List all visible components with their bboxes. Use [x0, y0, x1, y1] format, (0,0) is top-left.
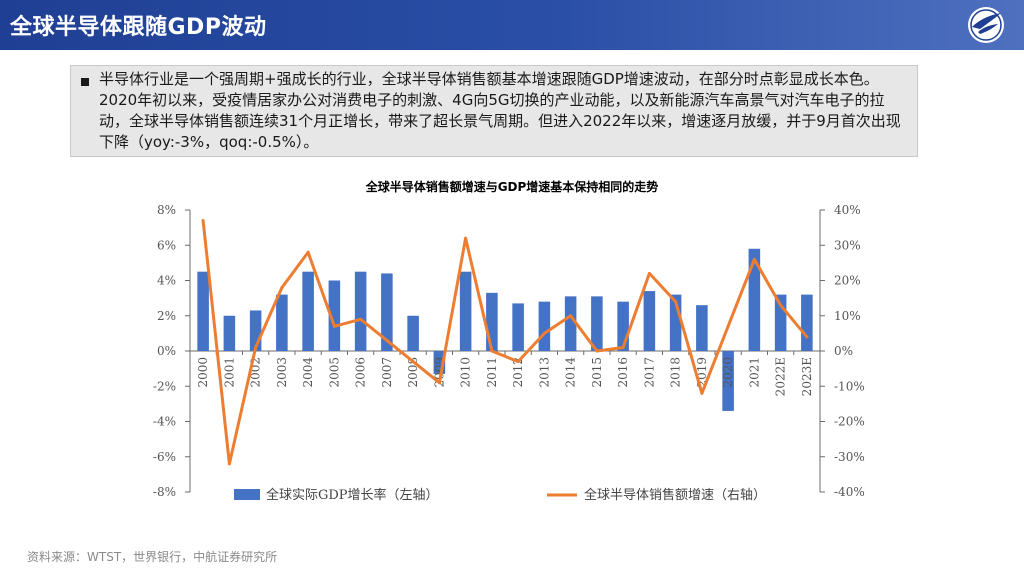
- semiconductor-growth-point: [805, 335, 809, 339]
- x-tick-label: 2003: [275, 357, 289, 388]
- right-tick-label: -30%: [834, 450, 865, 464]
- semiconductor-growth-point: [227, 462, 231, 466]
- right-tick-label: -10%: [834, 379, 865, 393]
- chart-title: 全球半导体销售额增速与GDP增速基本保持相同的走势: [365, 180, 659, 194]
- left-tick-label: -4%: [153, 415, 176, 429]
- semiconductor-growth-point: [647, 271, 651, 275]
- x-tick-label: 2006: [354, 357, 368, 388]
- semiconductor-growth-point: [306, 250, 310, 254]
- gdp-bar: [328, 280, 341, 351]
- gdp-bar: [276, 294, 288, 351]
- semiconductor-growth-point: [201, 219, 205, 223]
- x-tick-label: 2004: [301, 357, 315, 388]
- x-tick-label: 2016: [616, 357, 630, 388]
- x-tick-label: 2007: [380, 357, 394, 388]
- x-tick-label: 2015: [590, 357, 604, 388]
- right-tick-label: 40%: [834, 203, 861, 217]
- semiconductor-growth-point: [490, 349, 494, 353]
- company-logo-icon: [968, 7, 1004, 43]
- semiconductor-growth-point: [700, 391, 704, 395]
- right-tick-label: 10%: [834, 309, 861, 323]
- x-tick-label: 2021: [747, 357, 761, 388]
- left-tick-label: 2%: [157, 309, 176, 323]
- x-tick-label: 2022E: [774, 357, 788, 396]
- semiconductor-growth-point: [332, 324, 336, 328]
- semiconductor-growth-point: [411, 360, 415, 364]
- legend-bar-label: 全球实际GDP增长率（左轴）: [266, 487, 439, 503]
- x-tick-label: 2000: [196, 357, 210, 388]
- left-tick-label: 4%: [157, 274, 176, 288]
- right-tick-label: 30%: [834, 238, 861, 252]
- gdp-bar: [748, 248, 761, 351]
- summary-box: 半导体行业是一个强周期+强成长的行业，全球半导体销售额基本增速跟随GDP增速波动…: [70, 65, 918, 157]
- gdp-bar: [801, 294, 813, 351]
- semiconductor-growth-point: [542, 331, 546, 335]
- gdp-bar: [407, 315, 419, 351]
- semiconductor-growth-point: [385, 338, 389, 342]
- gdp-bar: [564, 296, 577, 351]
- page-title: 全球半导体跟随GDP波动: [10, 15, 267, 40]
- gdp-bar: [722, 351, 734, 411]
- right-tick-label: 0%: [834, 344, 853, 358]
- semiconductor-growth-point: [254, 345, 258, 349]
- x-tick-label: 2010: [459, 357, 473, 388]
- semiconductor-growth-point: [359, 317, 363, 321]
- x-tick-label: 2005: [327, 357, 341, 388]
- title-bar: 全球半导体跟随GDP波动: [0, 0, 1024, 50]
- x-tick-label: 2018: [669, 357, 683, 388]
- x-tick-label: 2013: [537, 357, 551, 388]
- semiconductor-growth-point: [569, 314, 573, 318]
- semiconductor-growth-point: [437, 381, 441, 385]
- left-tick-label: -8%: [153, 485, 176, 499]
- x-tick-label: 2001: [222, 357, 236, 388]
- gdp-bar: [486, 292, 498, 351]
- x-tick-label: 2011: [485, 357, 499, 388]
- left-tick-label: -2%: [153, 379, 176, 393]
- gdp-bar: [302, 271, 314, 351]
- bullet-icon: [81, 78, 89, 86]
- right-tick-label: 20%: [834, 274, 861, 288]
- gdp-bar: [381, 273, 393, 351]
- semiconductor-growth-point: [621, 345, 625, 349]
- legend-bar-swatch: [234, 489, 260, 500]
- left-tick-label: -6%: [153, 450, 176, 464]
- semiconductor-growth-point: [595, 349, 599, 353]
- semiconductor-growth-point: [752, 257, 756, 261]
- x-tick-label: 2023E: [800, 357, 814, 396]
- x-tick-label: 2020: [721, 357, 735, 388]
- semiconductor-growth-point: [779, 303, 783, 307]
- gdp-bar: [669, 294, 682, 351]
- left-tick-label: 0%: [157, 344, 176, 358]
- x-tick-label: 2017: [642, 357, 656, 388]
- right-tick-label: -20%: [834, 415, 865, 429]
- x-tick-label: 2014: [564, 357, 578, 388]
- gdp-bar: [249, 310, 262, 351]
- semiconductor-growth-point: [674, 300, 678, 304]
- gdp-bar: [197, 271, 209, 351]
- gdp-bar: [223, 315, 236, 351]
- gdp-bar: [774, 294, 787, 351]
- legend-line-label: 全球半导体销售额增速（右轴）: [584, 487, 766, 503]
- semiconductor-growth-line: [201, 219, 809, 466]
- gdp-bar: [433, 351, 446, 374]
- gdp-bar: [538, 301, 551, 351]
- gdp-bar: [591, 296, 603, 351]
- gdp-bar: [459, 271, 472, 351]
- gdp-bar: [643, 291, 656, 351]
- semiconductor-growth-point: [726, 324, 730, 328]
- gdp-bar: [354, 271, 367, 351]
- semiconductor-growth-point: [516, 360, 520, 364]
- left-tick-label: 6%: [157, 238, 176, 252]
- gdp-bar: [617, 301, 629, 351]
- summary-text: 半导体行业是一个强周期+强成长的行业，全球半导体销售额基本增速跟随GDP增速波动…: [99, 70, 901, 151]
- source-note: 资料来源：WTST，世界银行，中航证券研究所: [27, 550, 278, 564]
- x-tick-label: 2012: [511, 357, 525, 388]
- semiconductor-growth-point: [280, 286, 284, 290]
- semiconductor-growth-point: [464, 236, 468, 240]
- gdp-bar: [696, 305, 708, 351]
- left-tick-label: 8%: [157, 203, 176, 217]
- gdp-bar: [512, 303, 524, 351]
- right-tick-label: -40%: [834, 485, 865, 499]
